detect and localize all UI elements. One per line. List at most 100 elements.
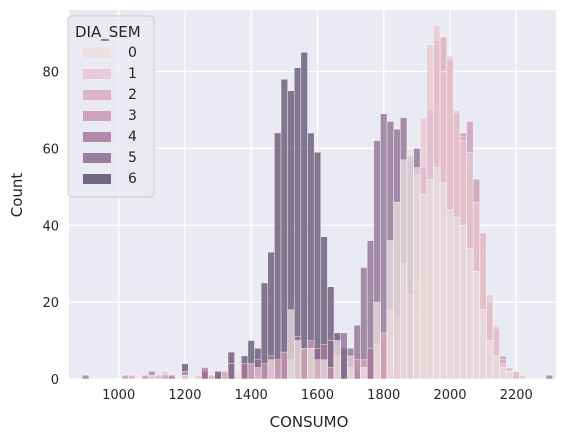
legend-swatch: [83, 69, 111, 79]
histogram-bar-series-0: [373, 301, 381, 380]
histogram-bar-series-0: [294, 340, 302, 380]
legend-swatch: [83, 174, 111, 184]
legend: DIA_SEM 0 1 2 3 4 5 6: [67, 15, 155, 198]
histogram-bar-series-3: [327, 367, 335, 380]
histogram-bar-series-1: [221, 371, 229, 380]
legend-label: 4: [128, 129, 137, 145]
histogram-bar-series-0: [419, 194, 428, 380]
x-tick-label: 1800: [367, 388, 400, 403]
legend-swatch: [83, 132, 111, 142]
histogram-bar-series-0: [333, 340, 341, 380]
histogram-bar-series-2: [207, 374, 216, 380]
x-tick-label: 1400: [235, 388, 268, 403]
x-axis-label: CONSUMO: [270, 413, 349, 431]
y-tick-label: 60: [42, 142, 59, 157]
histogram-bar-series-6: [280, 78, 288, 380]
histogram-bar-series-0: [406, 148, 414, 380]
y-tick-label: 80: [42, 66, 59, 81]
histogram-bar-series-0: [499, 367, 507, 380]
histogram-bar-series-1: [161, 371, 169, 380]
legend-label: 2: [128, 87, 137, 103]
histogram-bar-series-2: [154, 374, 163, 380]
legend-label: 0: [128, 45, 137, 61]
histogram-bar-series-0: [459, 225, 467, 380]
histogram-bar-series-0: [148, 374, 156, 380]
histogram-bar-series-3: [121, 374, 129, 380]
histogram-bar-series-2: [380, 332, 388, 380]
histogram-bar-series-0: [472, 271, 481, 380]
histogram-bar-series-6: [313, 151, 322, 380]
legend-frame: [67, 15, 155, 198]
x-tick-label: 1600: [301, 388, 334, 403]
histogram-bar-series-1: [519, 374, 527, 380]
histogram-bar-series-0: [486, 340, 494, 380]
histogram-bar-series-3: [260, 363, 269, 380]
histogram-bar-series-0: [439, 182, 447, 380]
histogram-bar-series-0: [492, 355, 500, 380]
histogram-bar-series-3: [353, 359, 361, 380]
histogram-bar-series-5: [227, 363, 235, 380]
histogram-bar-series-2: [300, 348, 308, 380]
histogram-bar-series-3: [141, 374, 149, 380]
histogram-bar-series-0: [181, 374, 189, 380]
histogram-bar-series-0: [393, 201, 401, 380]
histogram-bar-series-5: [214, 371, 222, 380]
y-tick-label: 20: [42, 296, 59, 311]
legend-swatch: [83, 48, 111, 58]
histogram-bar-series-4: [545, 374, 553, 380]
histogram-bar-series-5: [340, 332, 348, 380]
histogram-bar-series-0: [479, 309, 487, 380]
histogram-bar-series-1: [254, 367, 262, 380]
histogram-bar-series-1: [194, 374, 202, 380]
histogram-bar-series-4: [168, 374, 176, 380]
y-tick-label: 0: [51, 373, 59, 388]
histogram-bar-series-0: [360, 367, 368, 380]
histogram-bar-series-2: [128, 374, 136, 380]
histogram-bar-series-3: [280, 351, 288, 380]
legend-label: 3: [128, 108, 137, 124]
x-tick-label: 2200: [500, 388, 533, 403]
histogram-bar-series-6: [294, 67, 302, 380]
histogram-bar-series-4: [241, 363, 249, 380]
histogram-bar-series-6: [300, 52, 308, 380]
legend-swatch: [83, 111, 111, 121]
histogram-bar-series-0: [234, 371, 242, 380]
histogram-bar-series-0: [347, 355, 355, 380]
histogram-bar-series-1: [313, 359, 322, 380]
histogram-bar-series-6: [274, 132, 282, 380]
histogram-bar-series-0: [386, 240, 394, 380]
histogram-bar-series-0: [466, 248, 474, 380]
legend-label: 1: [128, 66, 137, 82]
histogram-bar-series-0: [426, 178, 434, 380]
legend-items: 0 1 2 3 4 5 6: [83, 45, 137, 187]
legend-swatch: [83, 153, 111, 163]
histogram-bar-series-0: [506, 371, 514, 380]
x-tick-label: 1000: [102, 388, 135, 403]
legend-label: 6: [128, 171, 137, 187]
histogram-bar-series-2: [274, 359, 282, 380]
histogram-bar-series-0: [433, 167, 441, 380]
histogram-bar-series-0: [413, 167, 421, 380]
histogram-bar-series-0: [446, 209, 454, 380]
legend-swatch: [83, 90, 111, 100]
legend-label: 5: [128, 150, 137, 166]
histogram-bar-series-0: [267, 359, 275, 380]
histogram-bar-series-0: [400, 159, 408, 380]
histogram-bars: [82, 25, 553, 380]
axis-ticks: 1000 1200 1400 1600 1800 2000 2200 0 20 40 60 80: [42, 66, 532, 404]
y-tick-label: 40: [42, 219, 59, 234]
y-axis-label: Count: [8, 173, 26, 218]
histogram-bar-series-4: [82, 374, 90, 380]
x-tick-label: 2000: [433, 388, 466, 403]
histogram-bar-series-4: [366, 348, 375, 380]
histogram-bar-series-0: [307, 348, 315, 380]
x-tick-label: 1200: [168, 388, 201, 403]
legend-title: DIA_SEM: [75, 23, 141, 42]
histogram-bar-series-4: [201, 367, 209, 380]
histogram-bar-series-1: [512, 371, 520, 380]
histogram-bar-series-0: [453, 217, 461, 380]
histogram-bar-series-0: [287, 309, 295, 380]
histogram-bar-series-0: [320, 359, 328, 380]
histogram-bar-series-2: [247, 363, 255, 380]
